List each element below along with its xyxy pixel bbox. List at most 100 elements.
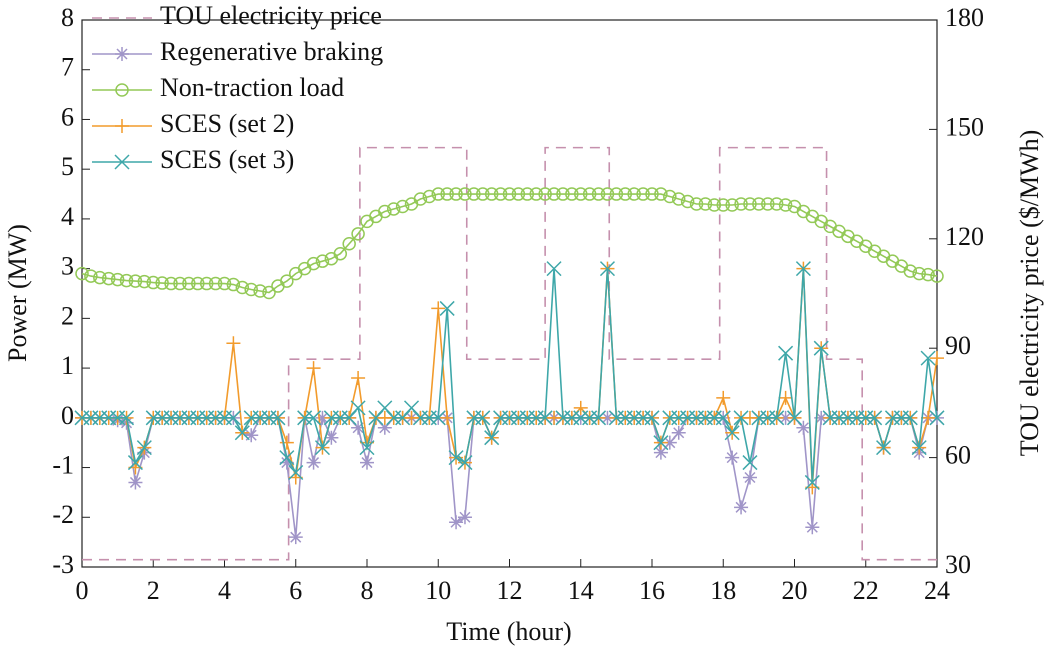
marker	[618, 187, 633, 201]
marker	[431, 187, 445, 201]
marker	[280, 274, 294, 288]
marker	[698, 197, 713, 211]
marker	[538, 187, 552, 201]
marker	[743, 197, 757, 211]
marker	[306, 410, 322, 426]
marker	[599, 261, 615, 277]
y2-tick-label: 120	[945, 222, 984, 251]
marker	[511, 187, 526, 201]
marker	[636, 187, 650, 201]
y2-tick-label: 30	[945, 550, 971, 579]
marker	[226, 277, 241, 292]
marker	[627, 187, 641, 201]
marker	[314, 440, 330, 456]
marker	[93, 270, 107, 285]
marker	[457, 510, 472, 525]
legend-label: SCES (set 2)	[160, 109, 294, 138]
x-tick-label: 10	[425, 576, 451, 605]
marker	[546, 261, 562, 277]
marker	[136, 440, 152, 456]
marker	[929, 410, 945, 426]
x-tick-label: 14	[568, 576, 594, 605]
x-axis-label: Time (hour)	[446, 617, 571, 646]
y-tick-label: 5	[61, 152, 74, 181]
marker	[279, 450, 295, 466]
y-tick-label: 0	[61, 401, 74, 430]
marker	[333, 246, 348, 261]
marker	[813, 340, 829, 356]
marker	[448, 450, 464, 466]
y-axis-label: Power (MW)	[3, 224, 32, 362]
marker	[761, 197, 775, 211]
marker	[778, 410, 793, 425]
x-tick-label: 16	[639, 576, 665, 605]
marker	[689, 197, 704, 211]
x-tick-label: 24	[924, 576, 950, 605]
marker	[591, 187, 606, 201]
marker	[671, 425, 686, 440]
marker	[449, 515, 464, 530]
marker	[208, 276, 223, 291]
marker	[734, 500, 749, 515]
marker	[653, 445, 668, 460]
marker	[663, 189, 677, 204]
series-line	[81, 193, 938, 294]
marker	[288, 464, 304, 481]
marker	[573, 400, 588, 415]
marker	[574, 187, 588, 201]
marker	[306, 455, 321, 470]
marker	[778, 198, 793, 212]
marker	[342, 237, 356, 251]
marker	[662, 435, 677, 450]
marker	[351, 371, 366, 386]
marker	[912, 266, 926, 281]
marker	[529, 187, 543, 201]
marker	[75, 266, 89, 281]
marker	[458, 187, 472, 201]
marker	[288, 530, 303, 545]
legend-label: Non-traction load	[160, 73, 344, 102]
marker	[359, 440, 375, 456]
marker	[351, 420, 366, 435]
marker	[902, 410, 918, 426]
marker	[804, 474, 820, 490]
marker	[244, 282, 258, 297]
marker	[386, 202, 401, 216]
marker	[930, 351, 944, 366]
marker	[199, 276, 214, 291]
marker	[306, 256, 321, 271]
y2-tick-label: 180	[945, 3, 984, 32]
marker	[795, 261, 811, 277]
marker	[903, 264, 918, 278]
marker	[115, 83, 129, 97]
marker	[226, 336, 241, 351]
marker	[115, 47, 129, 61]
marker	[440, 187, 454, 201]
marker	[609, 187, 624, 201]
marker	[600, 187, 615, 201]
marker	[716, 390, 731, 405]
marker	[270, 410, 286, 426]
marker	[244, 428, 259, 443]
marker	[225, 410, 241, 426]
marker	[413, 192, 428, 206]
marker	[146, 275, 160, 290]
marker	[484, 187, 499, 201]
marker	[805, 520, 820, 535]
marker	[778, 345, 794, 361]
marker	[217, 276, 232, 291]
marker	[814, 410, 829, 425]
marker	[422, 189, 437, 204]
marker	[449, 187, 463, 201]
x-tick-label: 22	[853, 576, 879, 605]
marker	[921, 267, 935, 282]
marker	[127, 455, 143, 471]
marker	[778, 390, 793, 405]
marker	[556, 187, 570, 201]
marker	[114, 154, 130, 170]
marker	[786, 410, 803, 426]
marker	[547, 187, 561, 201]
marker	[279, 435, 294, 450]
marker	[484, 430, 500, 446]
marker	[725, 198, 739, 212]
